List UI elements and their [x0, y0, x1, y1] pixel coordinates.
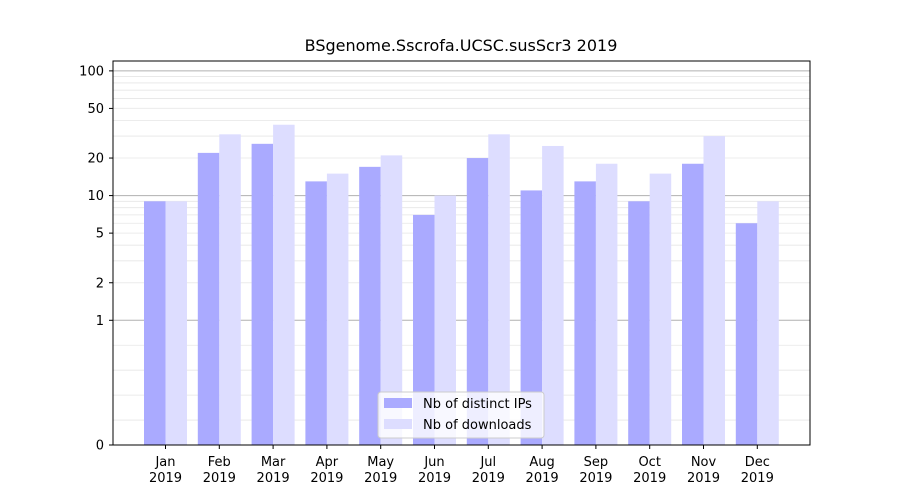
x-tick-label-month: Sep	[584, 455, 609, 470]
legend-label: Nb of downloads	[423, 418, 532, 433]
x-tick-label-month: Nov	[691, 455, 717, 470]
x-tick-label-year: 2019	[364, 471, 397, 486]
y-tick-label: 10	[87, 189, 104, 204]
x-tick-label-year: 2019	[526, 471, 559, 486]
bar-downloads	[434, 195, 456, 445]
x-tick-label-year: 2019	[633, 471, 666, 486]
x-tick-label-month: Apr	[316, 455, 339, 470]
x-tick-label-month: Mar	[261, 455, 286, 470]
x-tick-label-month: Jul	[479, 455, 496, 470]
bar-downloads	[273, 124, 295, 445]
x-tick-label-year: 2019	[687, 471, 720, 486]
y-tick-label: 1	[96, 314, 104, 329]
y-tick-label: 2	[96, 276, 104, 291]
bars	[144, 124, 779, 446]
legend-box	[377, 391, 545, 439]
x-tick-label-month: Oct	[638, 455, 660, 470]
bar-distinct-ips	[682, 163, 704, 445]
bar-distinct-ips	[466, 158, 489, 445]
y-tick-label: 20	[87, 152, 104, 167]
x-tick-label-year: 2019	[149, 471, 182, 486]
x-tick-label-year: 2019	[472, 471, 505, 486]
bar-downloads	[326, 173, 349, 445]
legend-label: Nb of distinct IPs	[423, 397, 532, 412]
y-axis: 0 1 2 5 10 20 50 100	[79, 64, 113, 454]
bar-distinct-ips	[413, 214, 435, 445]
bar-distinct-ips	[574, 181, 596, 445]
x-tick-label-month: Dec	[745, 455, 770, 470]
legend: Nb of distinct IPs Nb of downloads	[377, 391, 545, 439]
bar-distinct-ips	[197, 152, 220, 445]
legend-swatch	[384, 419, 412, 429]
bar-distinct-ips	[144, 201, 166, 445]
plot-frame	[112, 60, 811, 446]
bar-downloads	[542, 145, 564, 446]
x-tick-label-year: 2019	[203, 471, 236, 486]
x-tick-label-year: 2019	[257, 471, 290, 486]
bar-downloads	[757, 201, 779, 445]
x-tick-label-month: Feb	[208, 455, 231, 470]
x-tick-label-month: May	[367, 455, 394, 470]
bar-distinct-ips	[520, 190, 543, 445]
bar-downloads	[595, 163, 618, 445]
x-tick-label-year: 2019	[579, 471, 612, 486]
x-tick-label-month: Jun	[423, 455, 444, 470]
chart-title: BSgenome.Sscrofa.UCSC.susScr3 2019	[305, 36, 618, 55]
bar-distinct-ips	[628, 201, 650, 445]
x-tick-label-year: 2019	[310, 471, 343, 486]
bar-downloads	[649, 173, 672, 445]
y-tick-label: 0	[96, 439, 104, 454]
bar-downloads	[488, 134, 510, 445]
bar-distinct-ips	[359, 166, 381, 445]
bar-distinct-ips	[251, 143, 274, 446]
x-tick-label-month: Aug	[529, 455, 554, 470]
bar-downloads	[380, 155, 403, 445]
y-tick-label: 50	[87, 102, 104, 117]
bar-distinct-ips	[735, 223, 758, 445]
bar-downloads	[703, 136, 725, 446]
bar-distinct-ips	[305, 181, 327, 445]
x-tick-label-year: 2019	[418, 471, 451, 486]
bar-downloads	[219, 134, 241, 445]
y-tick-label: 100	[79, 64, 104, 79]
x-tick-label-month: Jan	[154, 455, 175, 470]
y-tick-label: 5	[96, 227, 104, 242]
legend-swatch	[384, 398, 412, 408]
bar-downloads	[165, 201, 187, 445]
x-tick-label-year: 2019	[741, 471, 774, 486]
x-axis: Jan2019Feb2019Mar2019Apr2019May2019Jun20…	[149, 445, 774, 486]
